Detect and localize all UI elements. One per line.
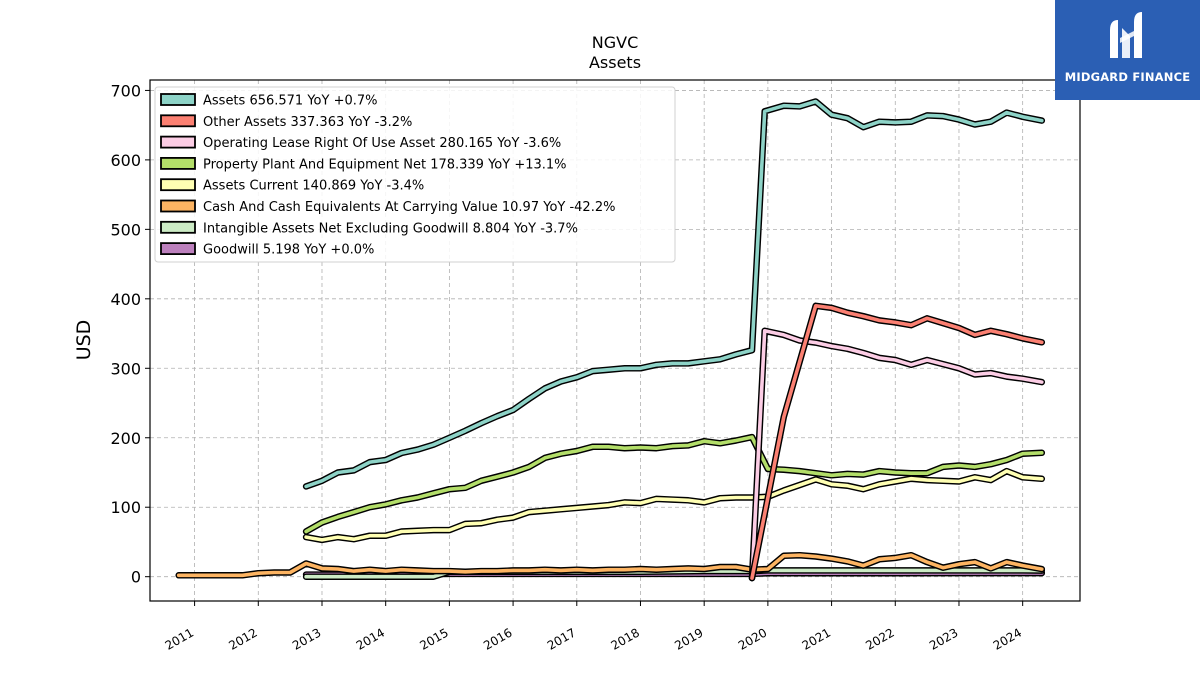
legend-swatch (160, 199, 196, 213)
series-line (304, 435, 1044, 534)
x-tick-label: 2024 (991, 625, 1024, 652)
y-axis-label: USD (73, 320, 95, 361)
legend-label: Property Plant And Equipment Net 178.339… (203, 157, 567, 172)
series-property-plant-and-equipment-net (302, 433, 1046, 535)
legend-label: Cash And Cash Equivalents At Carrying Va… (203, 200, 615, 215)
x-tick-label: 2013 (290, 625, 323, 652)
legend-swatch (160, 242, 196, 256)
series-line (750, 329, 1044, 580)
legend-item: Assets 656.571 YoY +0.7% (160, 93, 378, 109)
x-tick-label: 2022 (863, 625, 896, 652)
x-tick-label: 2015 (417, 625, 450, 652)
x-tick-label: 2012 (226, 625, 259, 652)
series-line (750, 304, 1044, 580)
plot-frame (149, 79, 1081, 602)
y-tick-label: 300 (110, 359, 141, 378)
series-cash-and-cash-equivalents-at-carrying-value (175, 551, 1046, 579)
x-tick-label: 2019 (672, 625, 705, 652)
legend-swatch (160, 178, 196, 192)
legend-label: Other Assets 337.363 YoY -3.2% (203, 115, 412, 130)
series-layer (175, 98, 1046, 582)
y-tick-label: 700 (110, 81, 141, 100)
legend-label: Assets Current 140.869 YoY -3.4% (203, 179, 424, 194)
x-tick-label: 2017 (545, 625, 578, 652)
x-tick-label: 2021 (800, 625, 833, 652)
legend-item: Operating Lease Right Of Use Asset 280.1… (160, 135, 561, 151)
x-tick-label: 2020 (736, 625, 769, 652)
legend-swatch (160, 135, 196, 149)
x-axis: 2011 2012 2013 2014 2015 2016 2017 2018 2019 2020… (163, 601, 1024, 653)
x-tick-label: 2023 (927, 625, 960, 652)
series-line (304, 469, 1044, 542)
legend-label: Assets 656.571 YoY +0.7% (203, 94, 378, 109)
legend-label: Operating Lease Right Of Use Asset 280.1… (203, 136, 561, 151)
series-assets (302, 98, 1046, 490)
legend-item: Cash And Cash Equivalents At Carrying Va… (160, 199, 615, 215)
chart-title-metric: Assets (589, 53, 641, 72)
series-line (304, 99, 1044, 489)
legend-swatch (160, 220, 196, 234)
x-tick-label: 2011 (163, 625, 196, 652)
x-tick-label: 2018 (609, 625, 642, 652)
chart-title-ticker: NGVC (592, 33, 638, 52)
y-tick-label: 500 (110, 220, 141, 239)
legend-label: Goodwill 5.198 YoY +0.0% (203, 243, 374, 258)
y-axis: 0 100 200 300 400 500 600 700 (110, 81, 150, 587)
y-tick-label: 100 (110, 498, 141, 517)
series-line (176, 553, 1044, 578)
midgard-logo-icon (1110, 12, 1142, 58)
logo-wordmark: MIDGARD FINANCE (1064, 70, 1191, 84)
y-tick-label: 600 (110, 151, 141, 170)
legend-swatch (160, 93, 196, 106)
y-tick-label: 0 (131, 568, 141, 587)
midgard-finance-logo: MIDGARD FINANCE (1055, 0, 1200, 100)
legend: Assets 656.571 YoY +0.7% Other Assets 337… (154, 86, 676, 263)
legend-item: Assets Current 140.869 YoY -3.4% (160, 178, 424, 194)
y-tick-label: 200 (110, 429, 141, 448)
y-tick-label: 400 (110, 290, 141, 309)
legend-item: Other Assets 337.363 YoY -3.2% (160, 114, 412, 130)
chart-title: NGVC Assets (589, 33, 641, 72)
legend-item: Goodwill 5.198 YoY +0.0% (160, 242, 374, 258)
series-other-assets (748, 302, 1046, 582)
x-tick-label: 2014 (354, 625, 387, 652)
x-tick-label: 2016 (481, 625, 514, 652)
series-line-outline (748, 302, 1046, 582)
legend-swatch (160, 114, 196, 128)
legend-box (154, 86, 676, 263)
legend-item: Property Plant And Equipment Net 178.339… (160, 156, 567, 172)
series-assets-current (302, 467, 1046, 544)
legend-swatch (160, 156, 196, 170)
series-operating-lease-right-of-use-asset (748, 327, 1046, 582)
legend-item: Intangible Assets Net Excluding Goodwill… (160, 220, 578, 236)
legend-label: Intangible Assets Net Excluding Goodwill… (203, 221, 578, 236)
